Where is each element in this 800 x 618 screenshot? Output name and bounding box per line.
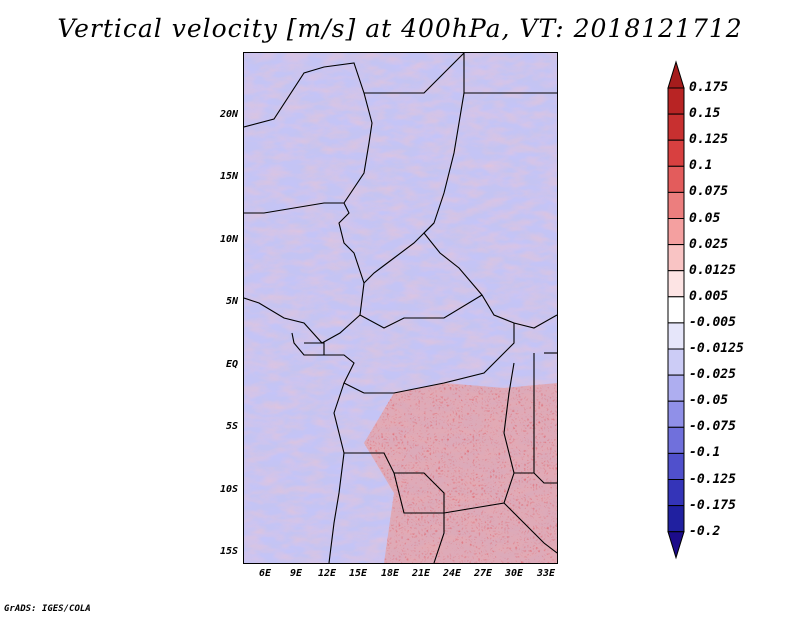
colorbar-box [667, 322, 685, 350]
lat-tick-label: EQ [225, 359, 238, 370]
lon-tick-label: 27E [473, 568, 493, 579]
colorbar-level-label: -0.2 [689, 523, 721, 539]
colorbar-level-label: 0.0125 [689, 262, 736, 278]
colorbar-level-label: 0.1 [689, 158, 713, 174]
colorbar-level-label: -0.1 [689, 445, 721, 461]
lat-tick-label: 15N [219, 171, 238, 182]
colorbar-box [667, 426, 685, 454]
colorbar-level-label: 0.025 [689, 236, 729, 252]
colorbar-box [667, 452, 685, 480]
colorbar-box [667, 191, 685, 219]
lon-tick-label: 33E [536, 568, 556, 579]
colorbar-box [667, 400, 685, 428]
colorbar-level-label: 0.175 [689, 80, 729, 95]
colorbar-box [667, 374, 685, 402]
lat-tick-label: 10S [219, 484, 238, 495]
colorbar-box [667, 218, 685, 246]
lat-tick-label: 15S [219, 546, 238, 557]
lon-tick-label: 6E [258, 568, 272, 579]
lon-tick-label: 15E [348, 568, 368, 579]
map-panel [243, 52, 558, 564]
colorbar-box [667, 479, 685, 507]
colorbar-level-label: -0.075 [689, 419, 736, 435]
colorbar-level-label: -0.175 [689, 497, 736, 513]
colorbar-box [667, 113, 685, 141]
lat-tick-label: 10N [219, 234, 238, 245]
lon-tick-label: 12E [317, 568, 337, 579]
colorbar-level-label: -0.05 [689, 393, 729, 409]
lon-tick-label: 21E [411, 568, 431, 579]
colorbar-level-label: -0.005 [689, 314, 736, 330]
lat-tick-label: 5N [225, 296, 238, 307]
colorbar-box [667, 244, 685, 272]
vertical-velocity-field [244, 53, 557, 563]
colorbar-level-label: 0.125 [689, 132, 729, 148]
colorbar-level-label: -0.125 [689, 471, 736, 487]
colorbar-box [667, 87, 685, 115]
colorbar-box [667, 270, 685, 298]
colorbar-box [667, 505, 685, 533]
colorbar-box [667, 165, 685, 193]
colorbar-box [667, 348, 685, 376]
colorbar-level-label: 0.075 [689, 184, 729, 200]
colorbar-level-label: 0.05 [689, 210, 721, 226]
colorbar-level-label: -0.0125 [689, 341, 744, 356]
colorbar-level-label: 0.15 [689, 106, 721, 122]
colorbar-top-arrow [667, 60, 685, 89]
lat-tick-label: 20N [219, 109, 238, 120]
country-borders [244, 53, 557, 563]
lon-tick-label: 30E [504, 568, 524, 579]
colorbar-box [667, 296, 685, 324]
colorbar-level-label: 0.005 [689, 288, 729, 304]
colorbar-level-label: -0.025 [689, 367, 736, 383]
colorbar-bottom-arrow [667, 531, 685, 560]
chart-title: Vertical velocity [m/s] at 400hPa, VT: 2… [57, 14, 743, 43]
colorbar-box [667, 139, 685, 167]
lon-tick-label: 24E [442, 568, 462, 579]
grads-credit: GrADS: IGES/COLA [4, 604, 91, 614]
lon-tick-label: 9E [289, 568, 303, 579]
lon-tick-label: 18E [380, 568, 400, 579]
lat-tick-label: 5S [225, 421, 238, 432]
